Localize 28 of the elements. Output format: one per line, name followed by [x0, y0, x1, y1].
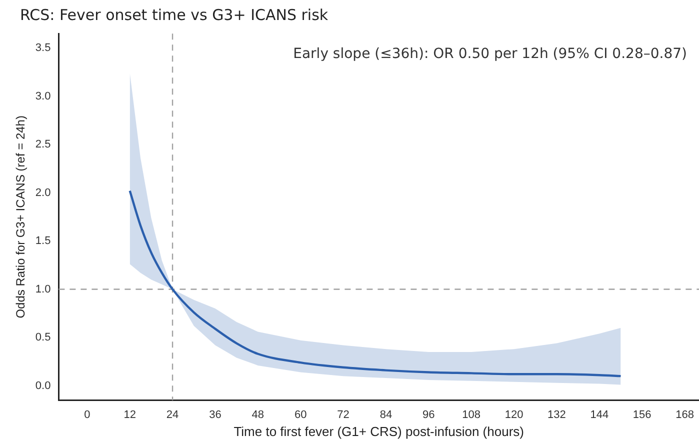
y-tick-label: 0.5	[35, 332, 51, 344]
x-tick-label: 72	[337, 408, 350, 421]
chart-title: RCS: Fever onset time vs G3+ ICANS risk	[20, 6, 328, 24]
x-tick-label: 84	[380, 408, 392, 421]
x-tick-label: 120	[504, 408, 524, 421]
y-axis-title: Odds Ratio for G3+ ICANS (ref = 24h)	[14, 116, 28, 318]
y-tick-label: 3.5	[35, 42, 51, 54]
x-tick-label: 132	[548, 408, 566, 421]
x-tick-label: 36	[209, 408, 222, 421]
x-tick-label: 168	[676, 408, 694, 421]
x-tick-label: 108	[462, 408, 481, 421]
annotation: Early slope (≤36h): OR 0.50 per 12h (95% CI 0.28–0.87)	[293, 46, 687, 62]
y-tick-label: 2.0	[35, 186, 51, 199]
y-tick-label: 3.0	[35, 90, 51, 102]
x-tick-label: 48	[252, 408, 264, 421]
y-tick-label: 1.5	[35, 235, 51, 248]
x-tick-label: 144	[590, 408, 609, 421]
line-series	[128, 190, 622, 378]
x-tick-label: 156	[632, 408, 652, 421]
x-tick-label: 24	[166, 408, 179, 421]
x-tick-label: 0	[84, 408, 90, 421]
x-tick-label: 96	[422, 408, 435, 421]
y-tick-label: 2.5	[35, 138, 51, 151]
x-tick-label: 60	[294, 408, 307, 421]
x-tick-label: 12	[124, 408, 136, 421]
x-axis-title: Time to first fever (G1+ CRS) post-infusion (hours)	[234, 424, 524, 439]
y-tick-label: 0.0	[35, 380, 51, 392]
y-tick-label: 1.0	[35, 283, 51, 296]
